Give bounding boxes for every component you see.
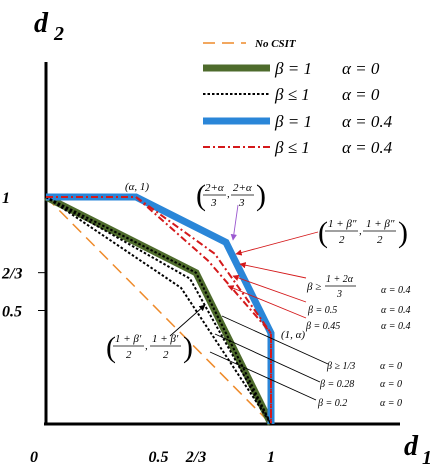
svg-text:β = 0.2: β = 0.2 [317, 398, 347, 409]
y-tick-label-2: 1 [2, 190, 10, 207]
svg-text:α = 0: α = 0 [380, 398, 402, 409]
svg-text:1 + β′: 1 + β′ [115, 333, 142, 345]
svg-text:,: , [359, 225, 362, 237]
label-beta028: β = 0.28 α = 0 [319, 379, 402, 390]
svg-text:): ) [256, 179, 266, 212]
label-one-alpha: (1, α) [281, 329, 305, 341]
arrow-beta-d [169, 304, 206, 337]
y-axis-name: d 2 [34, 8, 64, 45]
legend-beta-0: β = 1 [274, 59, 312, 78]
label-beta045: β = 0.45 α = 0.4 [305, 321, 411, 332]
y-tick-label-0: 0.5 [2, 304, 22, 321]
svg-text:α = 0: α = 0 [380, 379, 402, 390]
svg-text:1 + β″: 1 + β″ [366, 218, 395, 230]
arrow-beta-geq [239, 262, 307, 279]
svg-text:2: 2 [163, 349, 169, 361]
label-beta05: β = 0.5 α = 0.4 [307, 305, 411, 316]
svg-text:2+α: 2+α [233, 182, 252, 194]
series-lines [44, 193, 275, 426]
svg-text:3: 3 [336, 289, 342, 300]
leader-b1 [221, 315, 329, 365]
arrow-beta-05 [232, 274, 307, 303]
x-axis-name: d 1 [404, 431, 432, 468]
legend-alpha-3: α = 0.4 [342, 138, 393, 157]
svg-text:,: , [227, 188, 230, 200]
legend-beta-3: β ≤ 1 [274, 138, 310, 157]
svg-text:d: d [34, 8, 49, 39]
svg-text:,: , [145, 340, 148, 352]
svg-text:2: 2 [377, 234, 383, 246]
label-beta-third: β ≥ 1/3 α = 0 [326, 361, 402, 372]
frac-beta-dd: ( 1 + β″ 2 , 1 + β″ 2 ) [318, 216, 408, 249]
svg-text:β = 0.45: β = 0.45 [305, 321, 340, 332]
arrow-beta-045 [227, 285, 307, 319]
svg-text:β ≥ 1/3: β ≥ 1/3 [326, 361, 355, 372]
series-line-7 [45, 196, 272, 425]
x-tick-label-0: 0 [30, 449, 38, 466]
svg-text:α = 0.4: α = 0.4 [381, 305, 411, 316]
legend-label-nocsit: No CSIT [254, 38, 297, 50]
legend-alpha-1: α = 0 [342, 85, 380, 104]
svg-text:3: 3 [238, 197, 245, 209]
x-tick-label-3: 1 [267, 449, 275, 466]
annotations: (α, 1) (1, α) ( 2+α 3 , 2+α 3 ) ( 1 + β″… [106, 179, 411, 409]
series-line-5 [45, 196, 272, 425]
x-tick-label-1: 0.5 [149, 449, 169, 466]
frac-2pa-3: ( 2+α 3 , 2+α 3 ) [196, 179, 266, 212]
legend-alpha-0: α = 0 [342, 59, 380, 78]
cond-beta-geq: β ≥ 1 + 2α 3 α = 0.4 [306, 274, 411, 300]
frac-beta-d: ( 1 + β′ 2 , 1 + β′ 2 ) [106, 331, 193, 364]
series-line-0 [45, 196, 272, 425]
svg-text:2: 2 [339, 234, 345, 246]
svg-text:(: ( [106, 331, 116, 364]
arrow-frac-top [230, 204, 239, 241]
svg-text:(: ( [196, 179, 206, 212]
x-tick-label-2: 2/3 [185, 449, 206, 466]
svg-text:α = 0.4: α = 0.4 [381, 285, 411, 296]
svg-text:β = 0.5: β = 0.5 [307, 305, 337, 316]
svg-text:β ≥: β ≥ [306, 281, 321, 293]
svg-text:d: d [404, 431, 419, 462]
label-beta02: β = 0.2 α = 0 [317, 398, 402, 409]
svg-text:3: 3 [210, 197, 217, 209]
y-tick-label-1: 2/3 [1, 266, 22, 283]
svg-text:α = 0: α = 0 [380, 361, 402, 372]
svg-text:2: 2 [53, 23, 64, 45]
legend-alpha-2: α = 0.4 [342, 112, 393, 131]
legend-beta-1: β ≤ 1 [274, 85, 310, 104]
svg-text:α = 0.4: α = 0.4 [381, 321, 411, 332]
series-line-6 [45, 196, 272, 425]
svg-text:1: 1 [422, 447, 432, 468]
svg-text:β = 0.28: β = 0.28 [319, 379, 354, 390]
svg-text:2+α: 2+α [205, 182, 224, 194]
svg-text:1 + β′: 1 + β′ [152, 333, 179, 345]
svg-text:2: 2 [126, 349, 132, 361]
series-line-4 [46, 196, 272, 424]
tick-labels: 0 0.5 2/3 1 0.5 2/3 1 [1, 190, 275, 466]
leader-b3 [209, 351, 317, 401]
arrow-beta-dd [235, 231, 319, 256]
svg-text:1 + β″: 1 + β″ [328, 218, 357, 230]
svg-text:): ) [398, 216, 408, 249]
legend: No CSIT β = 1 α = 0 β ≤ 1 α = 0 β = 1 α = 0.4 β… [203, 38, 393, 157]
svg-text:): ) [183, 331, 193, 364]
label-alpha-one: (α, 1) [125, 181, 149, 193]
legend-beta-2: β = 1 [274, 112, 312, 131]
annotation-arrows [169, 204, 329, 401]
svg-text:1 + 2α: 1 + 2α [326, 274, 354, 285]
svg-text:(: ( [318, 216, 328, 249]
leader-b2 [214, 333, 321, 383]
